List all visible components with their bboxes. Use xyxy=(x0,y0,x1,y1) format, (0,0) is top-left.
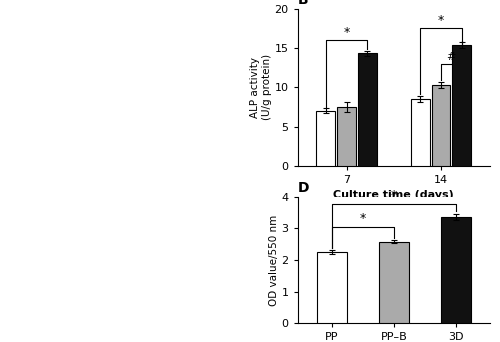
Text: *: * xyxy=(390,189,397,202)
Bar xyxy=(441,217,471,323)
Text: #: # xyxy=(446,52,456,63)
Bar xyxy=(452,45,471,166)
Text: *: * xyxy=(360,212,366,225)
Bar xyxy=(358,53,376,166)
Bar xyxy=(411,99,430,166)
Y-axis label: ALP activity
(U/g protein): ALP activity (U/g protein) xyxy=(250,54,272,120)
Text: *: * xyxy=(344,26,349,39)
Legend: PP, PP–B, 3D: PP, PP–B, 3D xyxy=(328,216,460,235)
Text: B: B xyxy=(298,0,308,8)
Y-axis label: OD value/550 nm: OD value/550 nm xyxy=(268,214,278,305)
Bar xyxy=(379,242,408,323)
Bar xyxy=(337,107,356,166)
Bar xyxy=(317,252,346,323)
Text: D: D xyxy=(298,182,309,196)
X-axis label: Culture time (days): Culture time (days) xyxy=(334,190,454,200)
Text: *: * xyxy=(438,14,444,27)
Bar xyxy=(432,85,450,166)
Bar xyxy=(316,111,335,166)
